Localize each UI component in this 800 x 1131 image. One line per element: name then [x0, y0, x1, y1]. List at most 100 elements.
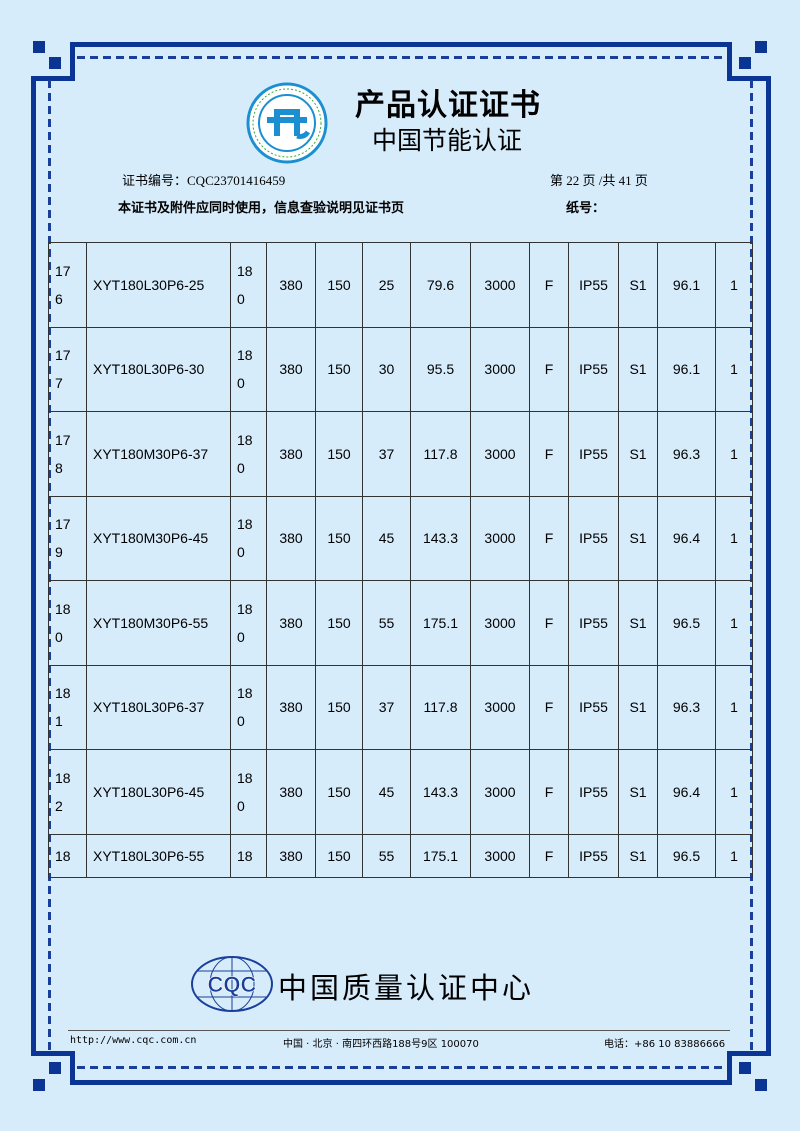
value-cell: 96.4 — [657, 495, 716, 581]
usage-notice: 本证书及附件应同时使用，信息查验说明见证书页 — [118, 201, 405, 216]
value-cell: 150 — [315, 411, 363, 497]
value-cell: IP55 — [568, 833, 619, 878]
row-number-cell: 18 1 — [48, 664, 87, 750]
frame-cell: 18 0 — [230, 411, 267, 497]
value-cell: IP55 — [568, 749, 619, 835]
value-cell: 150 — [315, 580, 363, 666]
cell-text: 8 — [55, 459, 63, 476]
model-cell: XYT180L30P6-37 — [86, 664, 231, 750]
cell-text: 18 — [55, 847, 71, 864]
value-cell: 380 — [266, 580, 316, 666]
row-number-cell: 17 6 — [48, 242, 87, 328]
value-cell: 3000 — [470, 580, 530, 666]
cell-text: 18 — [237, 262, 253, 279]
cell-text: 0 — [237, 459, 245, 476]
value-cell: 1 — [715, 833, 753, 878]
model-cell: XYT180L30P6-25 — [86, 242, 231, 328]
value-cell: 55 — [362, 833, 411, 878]
value-cell: 1 — [715, 326, 753, 412]
page-title: 产品认证证书 — [355, 88, 541, 123]
paper-number-label: 纸号： — [566, 201, 606, 216]
value-cell: 150 — [315, 495, 363, 581]
value-cell: 150 — [315, 664, 363, 750]
value-cell: F — [529, 664, 569, 750]
cell-text: 18 — [55, 769, 71, 786]
table-row: 17 8 XYT180M30P6-37 18 0 380 150 37 117.8 3000 F IP… — [48, 411, 753, 497]
value-cell: 1 — [715, 411, 753, 497]
cell-text: 1 — [55, 713, 63, 730]
cert-no-label: 证书编号： — [122, 173, 188, 188]
cell-text: 0 — [237, 375, 245, 392]
cell-text: 17 — [55, 347, 71, 364]
cell-text: 9 — [55, 544, 63, 561]
svg-text:CQC: CQC — [208, 972, 257, 997]
value-cell: 95.5 — [410, 326, 471, 412]
row-number-cell: 18 0 — [48, 580, 87, 666]
row-number-cell: 18 2 — [48, 749, 87, 835]
website-link[interactable]: http://www.cqc.com.cn — [70, 1035, 197, 1046]
value-cell: F — [529, 326, 569, 412]
page-subtitle: 中国节能认证 — [372, 126, 523, 155]
value-cell: 96.3 — [657, 411, 716, 497]
value-cell: 1 — [715, 580, 753, 666]
cert-no-value: CQC23701416459 — [187, 173, 286, 188]
value-cell: 1 — [715, 664, 753, 750]
certificate-number: 证书编号：CQC23701416459 — [122, 170, 285, 189]
row-number-cell: 17 8 — [48, 411, 87, 497]
value-cell: 3000 — [470, 242, 530, 328]
cell-text: 0 — [237, 290, 245, 307]
value-cell: 117.8 — [410, 664, 471, 750]
value-cell: IP55 — [568, 664, 619, 750]
model-cell: XYT180L30P6-45 — [86, 749, 231, 835]
cell-text: 18 — [237, 600, 253, 617]
product-table: 17 6 XYT180L30P6-25 18 0 380 150 25 79.6 3000 F IP5… — [48, 242, 753, 878]
value-cell: 3000 — [470, 495, 530, 581]
cell-text: 18 — [237, 431, 253, 448]
table-row: 18 XYT180L30P6-55 18 380 150 55 175.1 3000 F IP55… — [48, 833, 753, 878]
cell-text: 6 — [55, 290, 63, 307]
value-cell: 96.3 — [657, 664, 716, 750]
value-cell: 96.1 — [657, 326, 716, 412]
value-cell: S1 — [618, 749, 658, 835]
frame-cell: 18 0 — [230, 495, 267, 581]
value-cell: 175.1 — [410, 580, 471, 666]
model-cell: XYT180L30P6-30 — [86, 326, 231, 412]
value-cell: 150 — [315, 749, 363, 835]
value-cell: 143.3 — [410, 495, 471, 581]
value-cell: F — [529, 580, 569, 666]
value-cell: 25 — [362, 242, 411, 328]
value-cell: F — [529, 411, 569, 497]
cell-text: 17 — [55, 431, 71, 448]
value-cell: 96.5 — [657, 580, 716, 666]
cell-text: 0 — [237, 713, 245, 730]
value-cell: 380 — [266, 664, 316, 750]
value-cell: 380 — [266, 326, 316, 412]
value-cell: 380 — [266, 495, 316, 581]
frame-cell: 18 0 — [230, 664, 267, 750]
row-number-cell: 17 7 — [48, 326, 87, 412]
value-cell: S1 — [618, 495, 658, 581]
value-cell: 143.3 — [410, 749, 471, 835]
value-cell: 55 — [362, 580, 411, 666]
value-cell: F — [529, 495, 569, 581]
value-cell: 1 — [715, 242, 753, 328]
cell-text: 2 — [55, 797, 63, 814]
value-cell: 3000 — [470, 664, 530, 750]
value-cell: 150 — [315, 242, 363, 328]
address: 中国 · 北京 · 南四环西路188号9区 100070 — [283, 1039, 479, 1050]
table-row: 17 9 XYT180M30P6-45 18 0 380 150 45 143.3 3000 F IP… — [48, 495, 753, 581]
value-cell: 150 — [315, 326, 363, 412]
cell-text: 18 — [237, 847, 253, 864]
value-cell: 37 — [362, 411, 411, 497]
cell-text: 18 — [237, 769, 253, 786]
value-cell: F — [529, 749, 569, 835]
table-row: 18 2 XYT180L30P6-45 18 0 380 150 45 143.3 3000 F IP… — [48, 749, 753, 835]
cell-text: 0 — [237, 544, 245, 561]
frame-cell: 18 0 — [230, 580, 267, 666]
value-cell: 3000 — [470, 833, 530, 878]
cell-text: 0 — [237, 628, 245, 645]
value-cell: S1 — [618, 242, 658, 328]
value-cell: 3000 — [470, 326, 530, 412]
table-row: 17 7 XYT180L30P6-30 18 0 380 150 30 95.5 3000 F IP5… — [48, 326, 753, 412]
frame-cell: 18 — [230, 833, 267, 878]
